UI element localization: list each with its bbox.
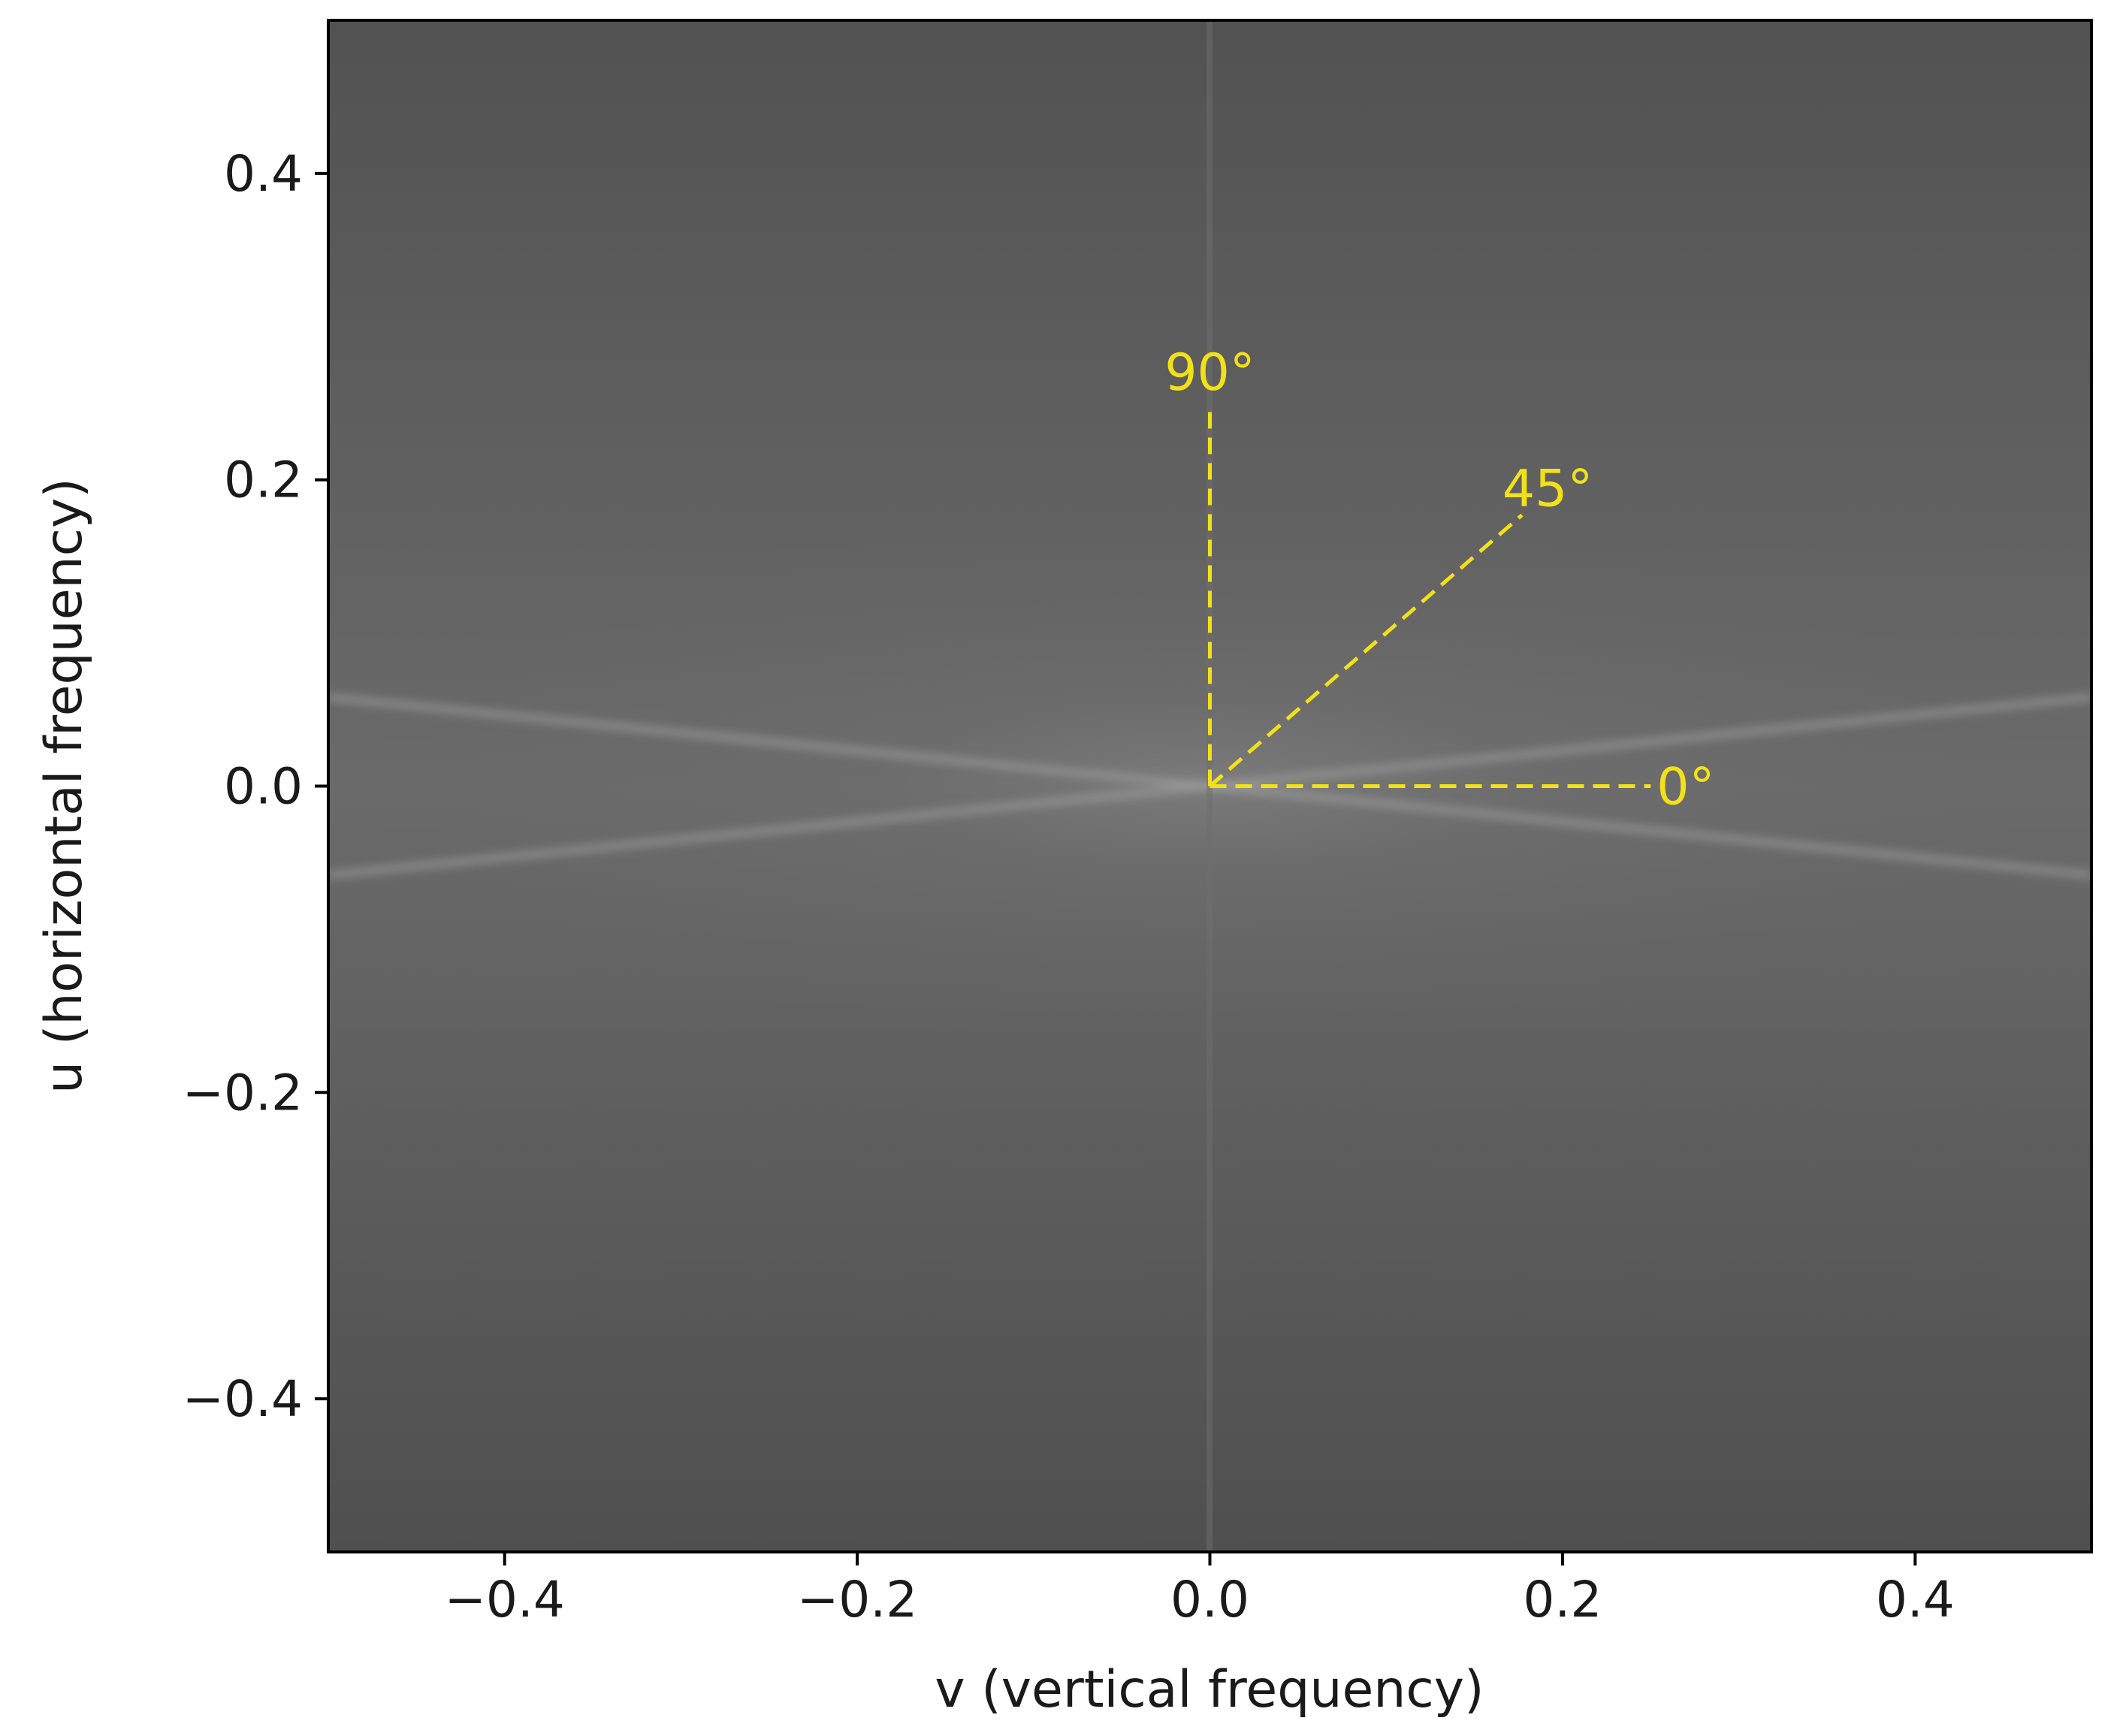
y-axis-label: u (horizontal frequency) <box>35 478 94 1094</box>
angle-annotations: 0° 45° 90° <box>1164 343 1714 817</box>
y-tick-label: 0.0 <box>224 758 303 816</box>
x-tick-label: 0.4 <box>1876 1571 1955 1629</box>
angle-label-45: 45° <box>1502 460 1593 519</box>
angle-label-0: 0° <box>1656 758 1714 817</box>
x-tick-label: −0.2 <box>797 1571 917 1629</box>
y-tick-label: 0.4 <box>224 145 303 203</box>
y-tick-label: −0.4 <box>183 1370 303 1428</box>
y-axis-ticks: −0.4 −0.2 0.0 0.2 0.4 <box>183 145 328 1428</box>
x-tick-label: 0.2 <box>1523 1571 1602 1629</box>
y-tick-label: −0.2 <box>183 1064 303 1122</box>
x-tick-label: 0.0 <box>1170 1571 1249 1629</box>
angle-line-45 <box>1208 513 1524 788</box>
x-axis-ticks: −0.4 −0.2 0.0 0.2 0.4 <box>445 1552 1955 1629</box>
x-axis-label: v (vertical frequency) <box>935 1660 1484 1719</box>
y-tick-label: 0.2 <box>224 451 303 509</box>
x-tick-label: −0.4 <box>445 1571 565 1629</box>
angle-label-90: 90° <box>1164 343 1255 403</box>
